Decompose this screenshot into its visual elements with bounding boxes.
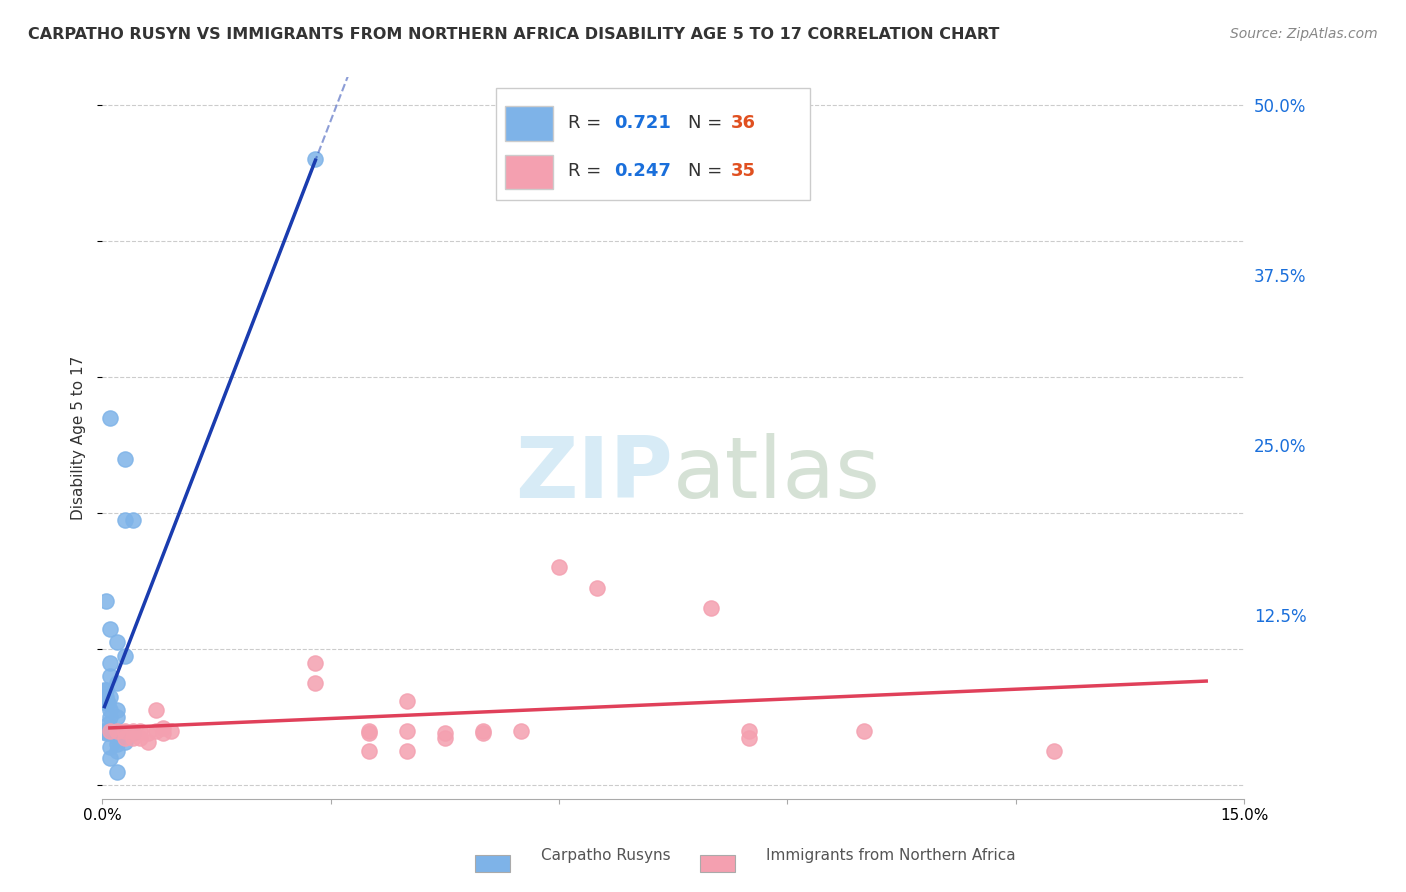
Point [98,669,121,683]
Point [145,723,167,738]
Text: R =: R = [568,114,607,132]
Point [304,656,326,670]
Point [93,723,115,738]
Point [395,744,418,758]
Point [121,723,143,738]
Point [98,410,121,425]
Point [114,734,136,748]
Text: N =: N = [688,162,728,180]
Point [510,723,533,738]
FancyBboxPatch shape [505,106,554,141]
Point [136,726,159,740]
Text: 0.247: 0.247 [614,162,671,180]
Point [114,513,136,527]
Text: atlas: atlas [673,433,882,516]
Point [98,690,121,704]
Point [121,513,143,527]
Point [107,635,129,649]
Point [586,581,609,595]
Point [107,731,129,745]
Text: 0.721: 0.721 [614,114,671,132]
Point [395,694,418,708]
Point [98,723,121,738]
Point [738,723,761,738]
Point [136,734,159,748]
Point [700,601,723,615]
Text: R =: R = [568,162,607,180]
Point [114,726,136,740]
Point [93,682,115,697]
Point [97,717,120,731]
Point [152,721,174,735]
Text: 36: 36 [730,114,755,132]
Point [107,764,129,779]
Point [114,648,136,663]
Point [98,703,121,717]
Point [98,739,121,754]
Point [98,656,121,670]
Point [471,726,494,740]
Point [98,726,121,740]
Point [94,594,117,608]
Point [471,723,494,738]
Point [98,751,121,765]
Point [357,726,380,740]
Point [159,723,181,738]
FancyBboxPatch shape [505,154,554,189]
Text: Immigrants from Northern Africa: Immigrants from Northern Africa [766,847,1017,863]
Point [433,726,456,740]
Point [357,744,380,758]
Point [107,723,129,738]
Point [107,703,129,717]
Text: ZIP: ZIP [516,433,673,516]
Text: N =: N = [688,114,728,132]
Point [94,690,117,704]
Point [98,710,121,724]
Point [98,622,121,636]
Point [97,697,120,711]
Text: Carpatho Rusyns: Carpatho Rusyns [541,847,671,863]
Point [114,451,136,466]
Point [121,726,143,740]
Text: 35: 35 [730,162,755,180]
Point [304,152,326,166]
Point [107,744,129,758]
Point [1043,744,1066,758]
Point [121,731,143,745]
Text: Source: ZipAtlas.com: Source: ZipAtlas.com [1230,27,1378,41]
Y-axis label: Disability Age 5 to 17: Disability Age 5 to 17 [72,356,86,520]
Point [357,723,380,738]
Point [94,726,117,740]
Point [107,676,129,690]
Point [114,723,136,738]
Text: CARPATHO RUSYN VS IMMIGRANTS FROM NORTHERN AFRICA DISABILITY AGE 5 TO 17 CORRELA: CARPATHO RUSYN VS IMMIGRANTS FROM NORTHE… [28,27,1000,42]
Point [433,731,456,745]
Point [107,737,129,751]
Point [94,697,117,711]
Point [852,723,875,738]
Point [107,710,129,724]
Point [304,676,326,690]
Point [94,723,117,738]
Point [129,731,152,745]
Point [152,726,174,740]
FancyBboxPatch shape [496,88,810,200]
Point [738,731,761,745]
Point [145,703,167,717]
Point [129,723,152,738]
Point [94,682,117,697]
Point [548,560,571,574]
Point [395,723,418,738]
Point [114,731,136,745]
